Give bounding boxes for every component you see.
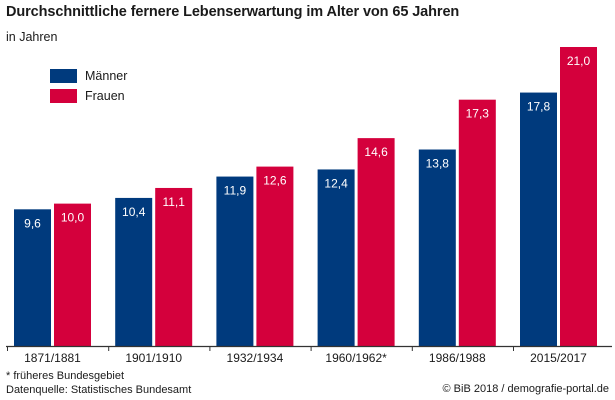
legend-label-frauen: Frauen: [85, 88, 125, 103]
bar-maenner-5: [418, 149, 456, 346]
bar-frauen-4: [357, 138, 395, 346]
chart-title: Durchschnittliche fernere Lebenserwartun…: [6, 4, 460, 20]
legend-swatch-frauen: [50, 88, 77, 103]
bar-frauen-5: [458, 99, 496, 346]
data-label-maenner-1: 9,6: [24, 216, 41, 230]
chart-subtitle: in Jahren: [6, 30, 58, 44]
bar-frauen-6: [560, 47, 597, 346]
bar-frauen-3: [256, 166, 294, 346]
legend-item-maenner: Männer: [50, 67, 127, 84]
data-label-frauen-3: 12,6: [263, 174, 287, 188]
data-label-maenner-4: 12,4: [324, 176, 348, 190]
credit: © BiB 2018 / demografie-portal.de: [442, 383, 609, 395]
data-label-frauen-2: 11,1: [162, 195, 185, 209]
data-label-maenner-6: 17,8: [527, 100, 551, 114]
data-source: Datenquelle: Statistisches Bundesamt: [6, 384, 192, 396]
x-tick-label-1: 1871/1881: [24, 351, 81, 365]
data-label-frauen-5: 17,3: [466, 107, 490, 121]
bar-maenner-6: [520, 92, 557, 346]
footnote-asterisk: * früheres Bundesgebiet: [6, 370, 125, 382]
bar-frauen-2: [155, 187, 193, 346]
bar-maenner-2: [115, 197, 153, 346]
legend: Männer Frauen: [50, 67, 127, 107]
data-label-maenner-5: 13,8: [426, 157, 450, 171]
legend-swatch-maenner: [50, 68, 77, 83]
legend-label-maenner: Männer: [85, 68, 128, 83]
bar-frauen-1: [54, 203, 91, 346]
data-label-frauen-1: 10,0: [61, 211, 85, 225]
data-label-frauen-6: 21,0: [567, 54, 591, 68]
data-label-frauen-4: 14,6: [364, 145, 388, 159]
x-tick-label-3: 1932/1934: [227, 351, 284, 365]
data-label-maenner-3: 11,9: [224, 184, 247, 198]
x-tick-label-4: 1960/1962*: [325, 351, 387, 365]
bar-maenner-3: [216, 176, 254, 346]
bar-maenner-1: [14, 209, 51, 346]
x-tick-label-5: 1986/1988: [429, 351, 486, 365]
bar-maenner-4: [317, 169, 355, 346]
x-tick-label-2: 1901/1910: [125, 351, 182, 365]
legend-item-frauen: Frauen: [50, 87, 127, 104]
data-label-maenner-2: 10,4: [122, 205, 146, 219]
footnote: * früheres Bundesgebiet Datenquelle: Sta…: [6, 369, 191, 397]
x-tick-label-6: 2015/2017: [530, 351, 587, 365]
